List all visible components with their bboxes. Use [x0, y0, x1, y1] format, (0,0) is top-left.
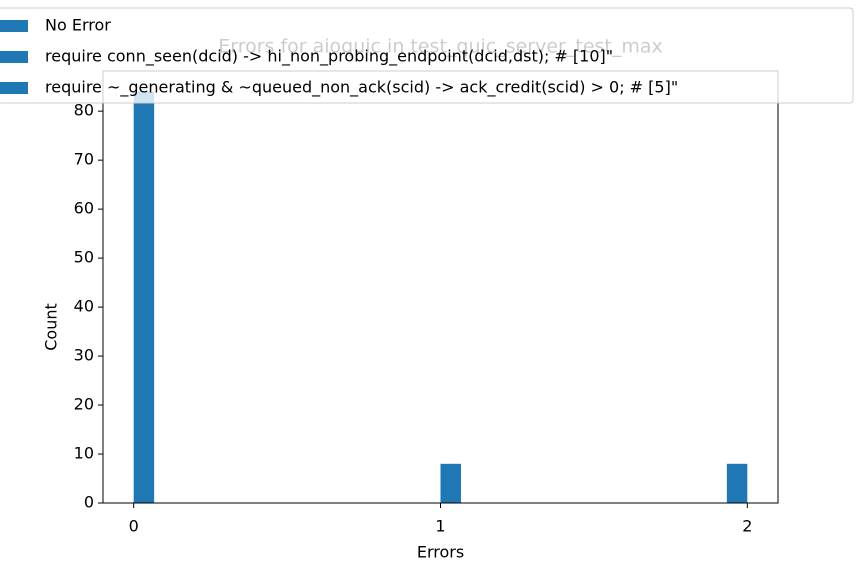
legend-label: require ~_generating & ~queued_non_ack(s… — [45, 78, 678, 98]
y-tick-label: 80 — [74, 101, 94, 120]
y-tick-label: 10 — [74, 444, 94, 463]
legend-box — [0, 7, 854, 104]
legend-swatch — [0, 51, 28, 63]
legend-swatch — [0, 20, 28, 32]
bar — [133, 91, 155, 504]
legend-label: No Error — [45, 16, 111, 35]
y-tick-label: 60 — [74, 199, 94, 218]
y-tick-label: 70 — [74, 150, 94, 169]
bar — [726, 463, 748, 503]
x-axis-label: Errors — [417, 543, 464, 562]
x-tick-label: 0 — [129, 517, 139, 536]
y-tick-label: 20 — [74, 395, 94, 414]
y-tick-label: 50 — [74, 248, 94, 267]
bar — [440, 463, 461, 503]
legend-label: require conn_seen(dcid) -> hi_non_probin… — [45, 47, 613, 67]
y-axis-label: Count — [42, 303, 61, 351]
y-tick-label: 40 — [74, 297, 94, 316]
y-tick-label: 30 — [74, 346, 94, 365]
y-tick-label: 0 — [84, 493, 94, 512]
x-tick-label: 1 — [435, 517, 445, 536]
legend-swatch — [0, 82, 28, 94]
x-tick-label: 2 — [742, 517, 752, 536]
